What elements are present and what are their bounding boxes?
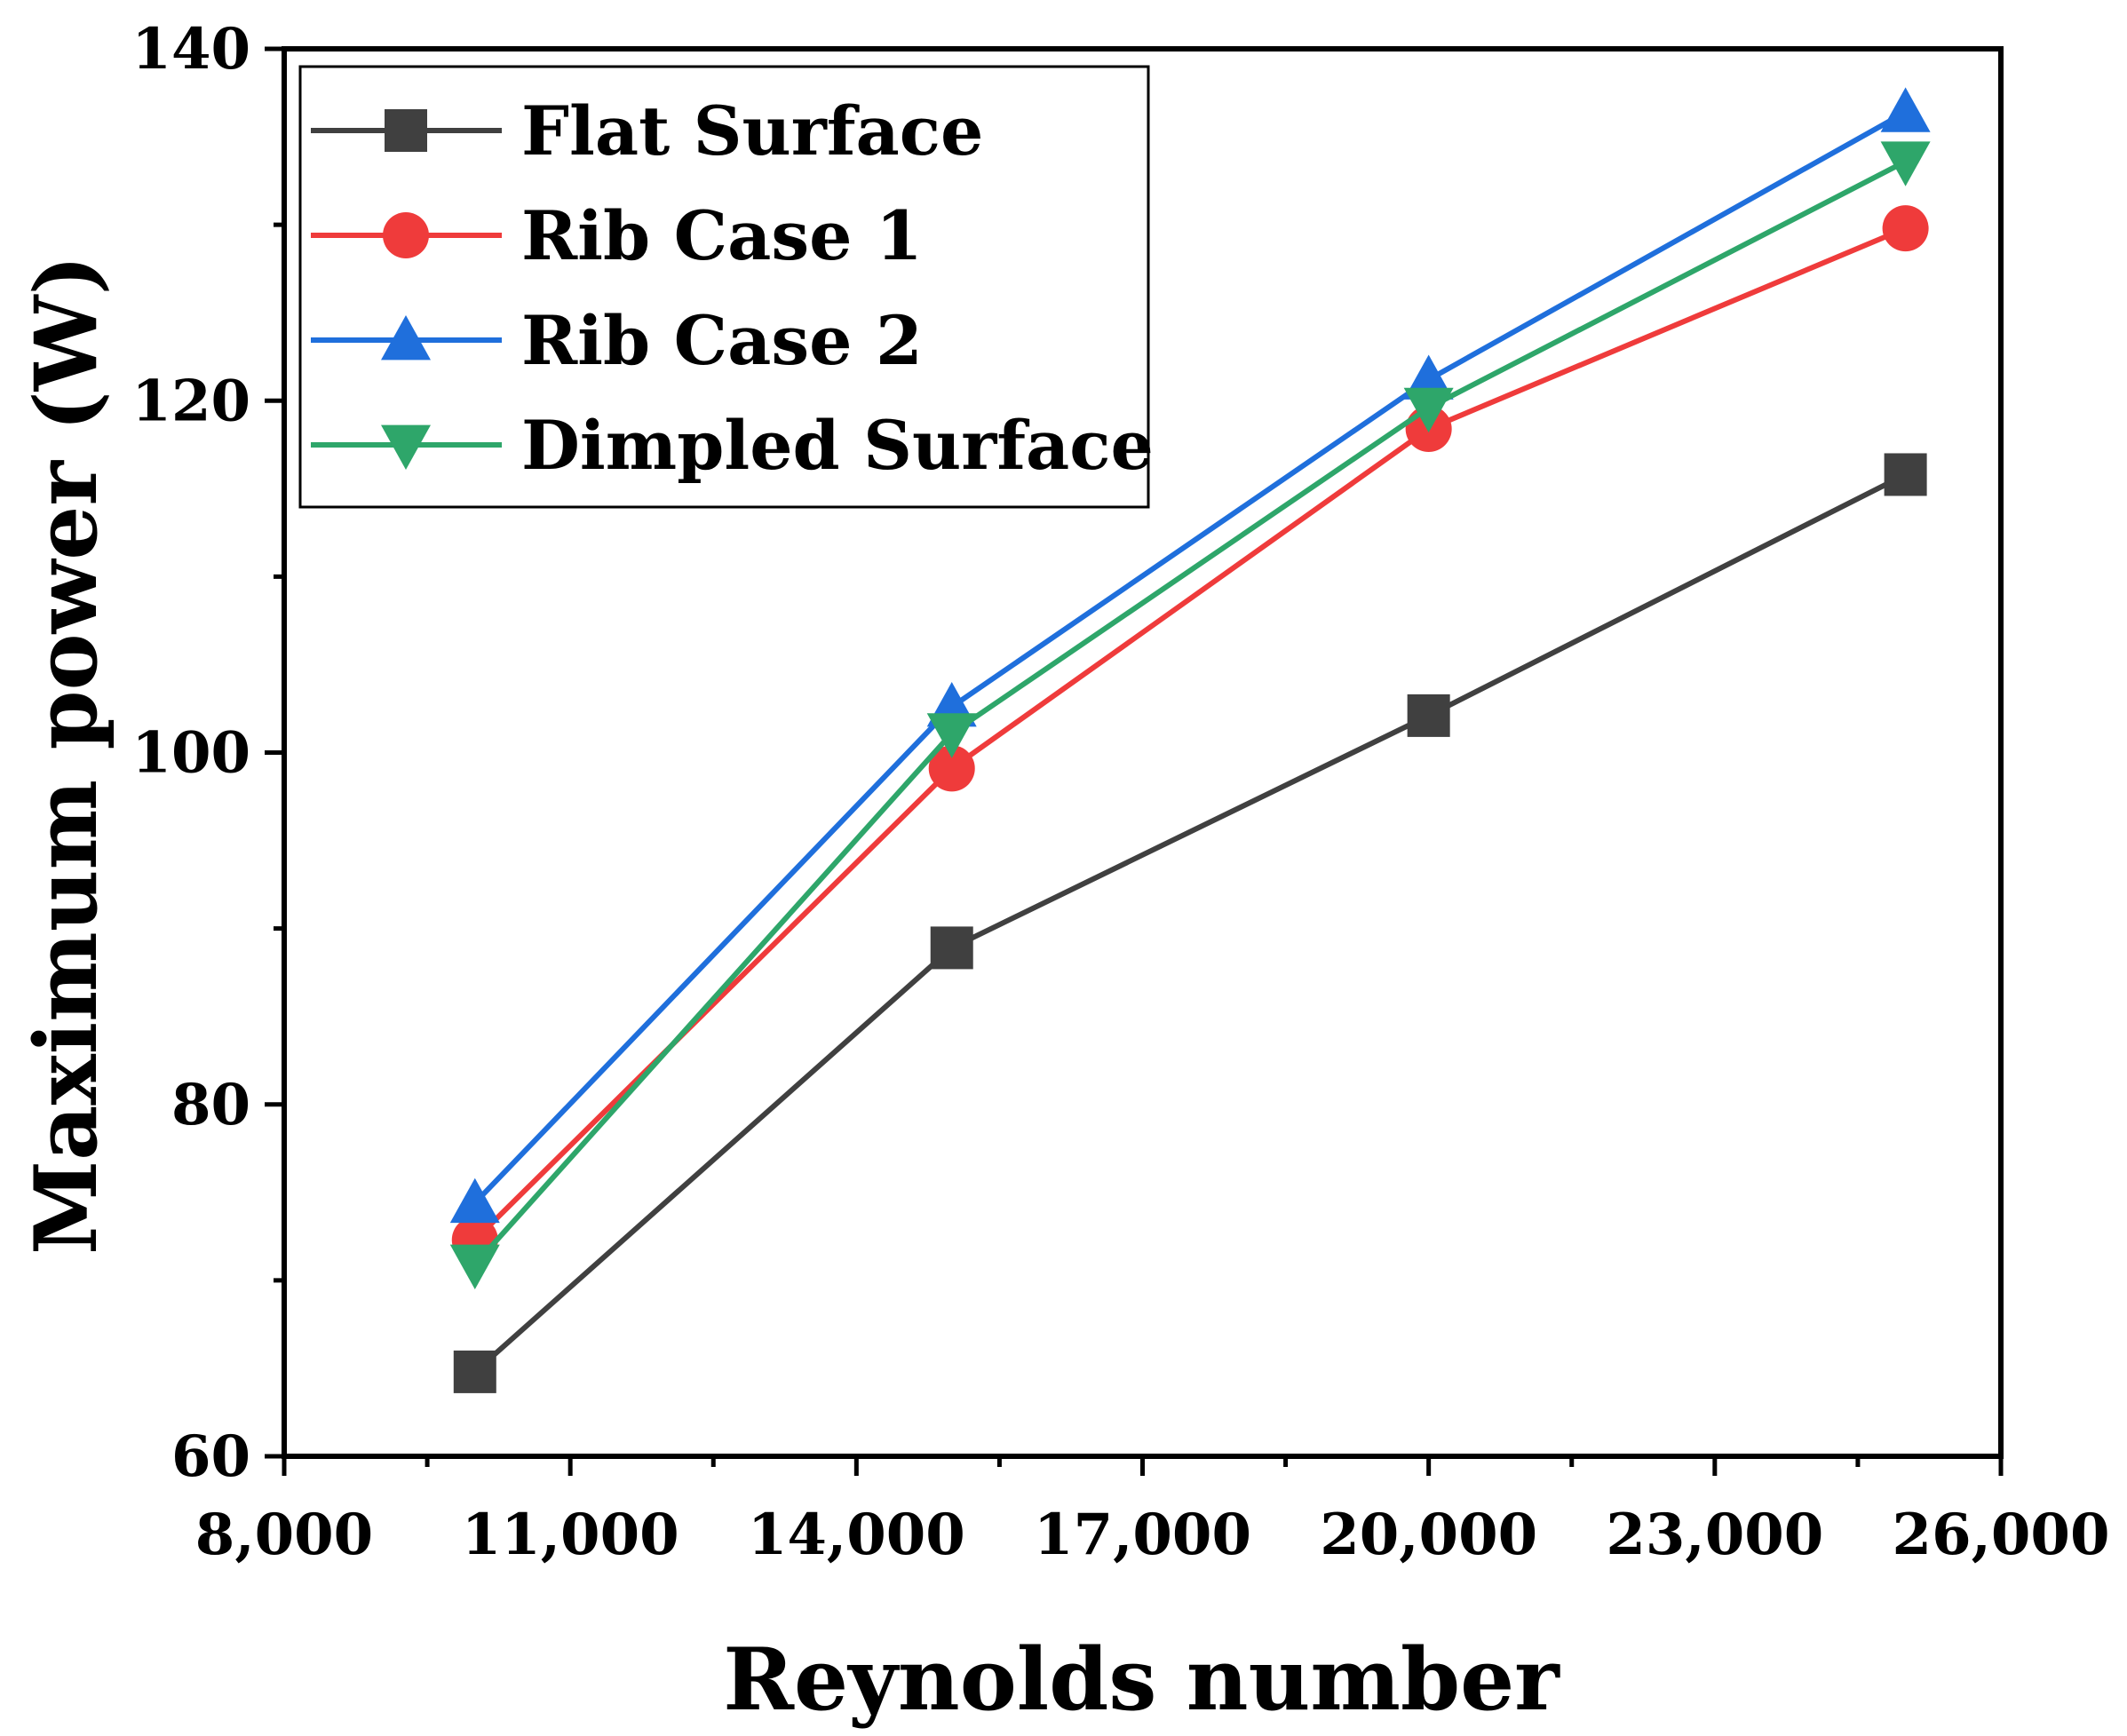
x-tick-label: 20,000	[1320, 1502, 1537, 1568]
data-point-dimpled-surface	[1403, 387, 1454, 433]
data-point-rib-case-1	[928, 745, 975, 792]
legend-label-dimpled-surface: Dimpled Surface	[521, 406, 1154, 485]
y-tick-label: 80	[171, 1072, 250, 1138]
legend-marker-dimpled-surface	[381, 424, 431, 470]
legend-label-rib-case-1: Rib Case 1	[521, 196, 923, 275]
legend-label-rib-case-2: Rib Case 2	[521, 301, 923, 380]
series-line-flat-surface	[472, 472, 1907, 1375]
series-line-dimpled-surface	[472, 159, 1907, 1267]
data-point-rib-case-2	[449, 1177, 500, 1224]
data-point-flat-surface	[930, 926, 973, 970]
x-tick-label: 17,000	[1034, 1502, 1251, 1568]
series-dimpled-surface	[449, 141, 1931, 1290]
legend-marker-rib-case-1	[383, 212, 429, 258]
x-axis-title: Reynolds number	[723, 1629, 1560, 1730]
x-tick-label: 14,000	[748, 1502, 965, 1568]
legend-marker-flat-surface	[385, 109, 427, 152]
data-point-flat-surface	[453, 1350, 496, 1393]
legend-label-flat-surface: Flat Surface	[521, 91, 983, 170]
series-line-rib-case-1	[472, 226, 1907, 1242]
legend: Flat Surface Rib Case 1 Rib Case 2 Dimpled …	[298, 65, 1154, 509]
y-tick-label: 120	[131, 368, 250, 434]
plot-area: 8,000 11,000 14,000 17,000 20,000 23,000 26,00…	[131, 16, 2109, 1568]
series-line-rib-case-2	[472, 109, 1908, 1205]
y-axis-title: Maximum power (W)	[16, 255, 116, 1255]
data-point-flat-surface	[1407, 694, 1450, 737]
legend-marker-rib-case-2	[381, 315, 431, 361]
x-tick-label: 11,000	[462, 1502, 679, 1568]
data-point-rib-case-2	[1880, 87, 1931, 132]
y-tick-label: 60	[171, 1423, 250, 1490]
data-point-rib-case-1	[1882, 205, 1929, 252]
y-tick-label: 140	[131, 16, 250, 83]
axis-labels: Reynolds number Maximum power (W)	[16, 255, 1560, 1730]
data-point-flat-surface	[1884, 453, 1927, 496]
legend-box	[298, 65, 1150, 509]
series-layer	[449, 87, 1931, 1393]
data-point-dimpled-surface	[449, 1244, 500, 1290]
y-tick-label: 100	[131, 720, 250, 787]
x-tick-label: 23,000	[1606, 1502, 1823, 1568]
data-point-dimpled-surface	[926, 713, 977, 758]
series-flat-surface	[453, 453, 1927, 1393]
data-point-dimpled-surface	[1880, 141, 1931, 186]
x-tick-label: 8,000	[195, 1502, 373, 1568]
x-tick-label: 26,000	[1893, 1502, 2110, 1568]
